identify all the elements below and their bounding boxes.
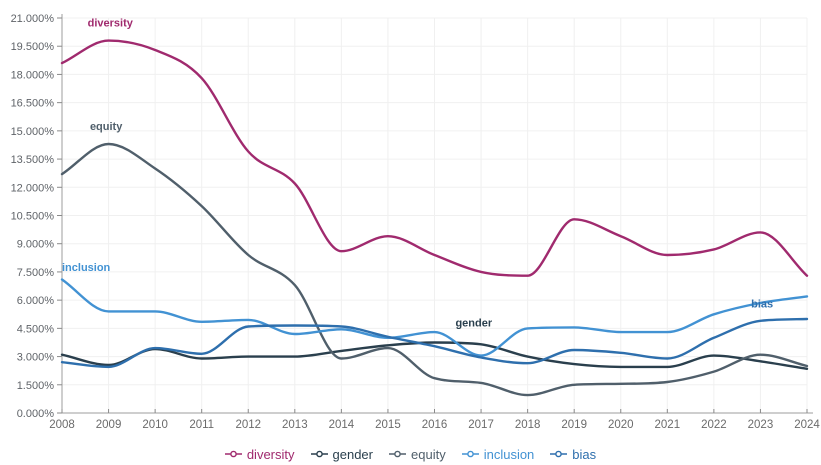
y-axis-tick-label: 13.500%	[11, 154, 55, 166]
chart-legend: diversity gender equity inclusion bias	[0, 443, 821, 465]
y-axis-tick-label: 9.000%	[17, 239, 55, 251]
x-axis-tick-label: 2022	[701, 419, 727, 431]
legend-line-marker-icon	[461, 450, 479, 458]
x-axis-tick-label: 2013	[282, 419, 308, 431]
legend-item-diversity[interactable]: diversity	[224, 446, 295, 462]
legend-label: bias	[572, 446, 597, 462]
legend-label: inclusion	[483, 446, 535, 462]
legend-line-marker-icon	[310, 450, 328, 458]
legend-item-bias[interactable]: bias	[550, 448, 596, 461]
x-axis-tick-label: 2009	[96, 419, 122, 431]
trend-line-chart-canvas: 0.000% 1.500% 3.000% 4.500% 6.000% 7.500% 9.00…	[11, 13, 821, 431]
legend-line-marker-icon	[389, 450, 406, 458]
x-axis-tick-label: 2018	[515, 419, 541, 431]
y-axis-tick-label: 12.000%	[11, 182, 55, 194]
x-axis-tick-label: 2017	[468, 419, 494, 431]
y-axis-tick-label: 1.500%	[17, 380, 55, 392]
series-line-bias[interactable]	[60, 317, 809, 369]
x-axis-tick-label: 2012	[235, 419, 261, 431]
series-line-equity[interactable]	[60, 142, 809, 397]
x-axis-tick-label: 2016	[422, 419, 448, 431]
x-axis-tick-label: 2015	[375, 419, 401, 431]
x-axis-tick-label: 2024	[794, 419, 820, 431]
y-axis-tick-label: 10.500%	[11, 211, 55, 223]
y-axis-tick-label: 0.000%	[17, 408, 55, 420]
y-axis-tick-label: 3.000%	[17, 352, 55, 364]
x-axis-tick-label: 2010	[142, 419, 168, 431]
legend-label: diversity	[246, 446, 295, 462]
x-axis-tick-label: 2019	[561, 419, 587, 431]
legend-line-marker-icon	[224, 450, 242, 458]
x-axis-tick-label: 2020	[608, 419, 634, 431]
legend-item-equity[interactable]: equity	[389, 448, 446, 461]
x-axis-tick-label: 2023	[748, 419, 774, 431]
series-label-equity: equity	[90, 121, 123, 133]
series-label-diversity: diversity	[88, 17, 134, 29]
y-axis-tick-label: 15.000%	[11, 126, 55, 138]
series-line-gender[interactable]	[60, 341, 809, 370]
x-axis-tick-label: 2008	[49, 419, 75, 431]
legend-item-gender[interactable]: gender	[310, 446, 373, 462]
y-axis-tick-label: 21.000%	[11, 13, 55, 25]
y-axis-tick-label: 19.500%	[11, 41, 55, 53]
y-axis-tick-label: 4.500%	[17, 323, 55, 335]
series-label-inclusion: inclusion	[62, 262, 111, 274]
legend-label: equity	[411, 446, 446, 462]
y-axis-tick-label: 18.000%	[11, 69, 55, 81]
series-line-inclusion[interactable]	[60, 278, 809, 357]
x-axis-tick-label: 2014	[329, 419, 355, 431]
series-label-bias: bias	[751, 299, 773, 311]
legend-item-inclusion[interactable]: inclusion	[461, 446, 535, 462]
legend-line-marker-icon	[550, 450, 568, 458]
series-label-gender: gender	[455, 317, 492, 329]
x-axis-tick-label: 2011	[189, 419, 214, 431]
y-axis-tick-label: 16.500%	[11, 98, 55, 110]
x-axis-tick-label: 2021	[655, 419, 681, 431]
series-line-diversity[interactable]	[60, 39, 809, 277]
y-axis-tick-label: 6.000%	[17, 295, 55, 307]
y-axis-tick-label: 7.500%	[17, 267, 55, 279]
legend-label: gender	[332, 446, 373, 462]
